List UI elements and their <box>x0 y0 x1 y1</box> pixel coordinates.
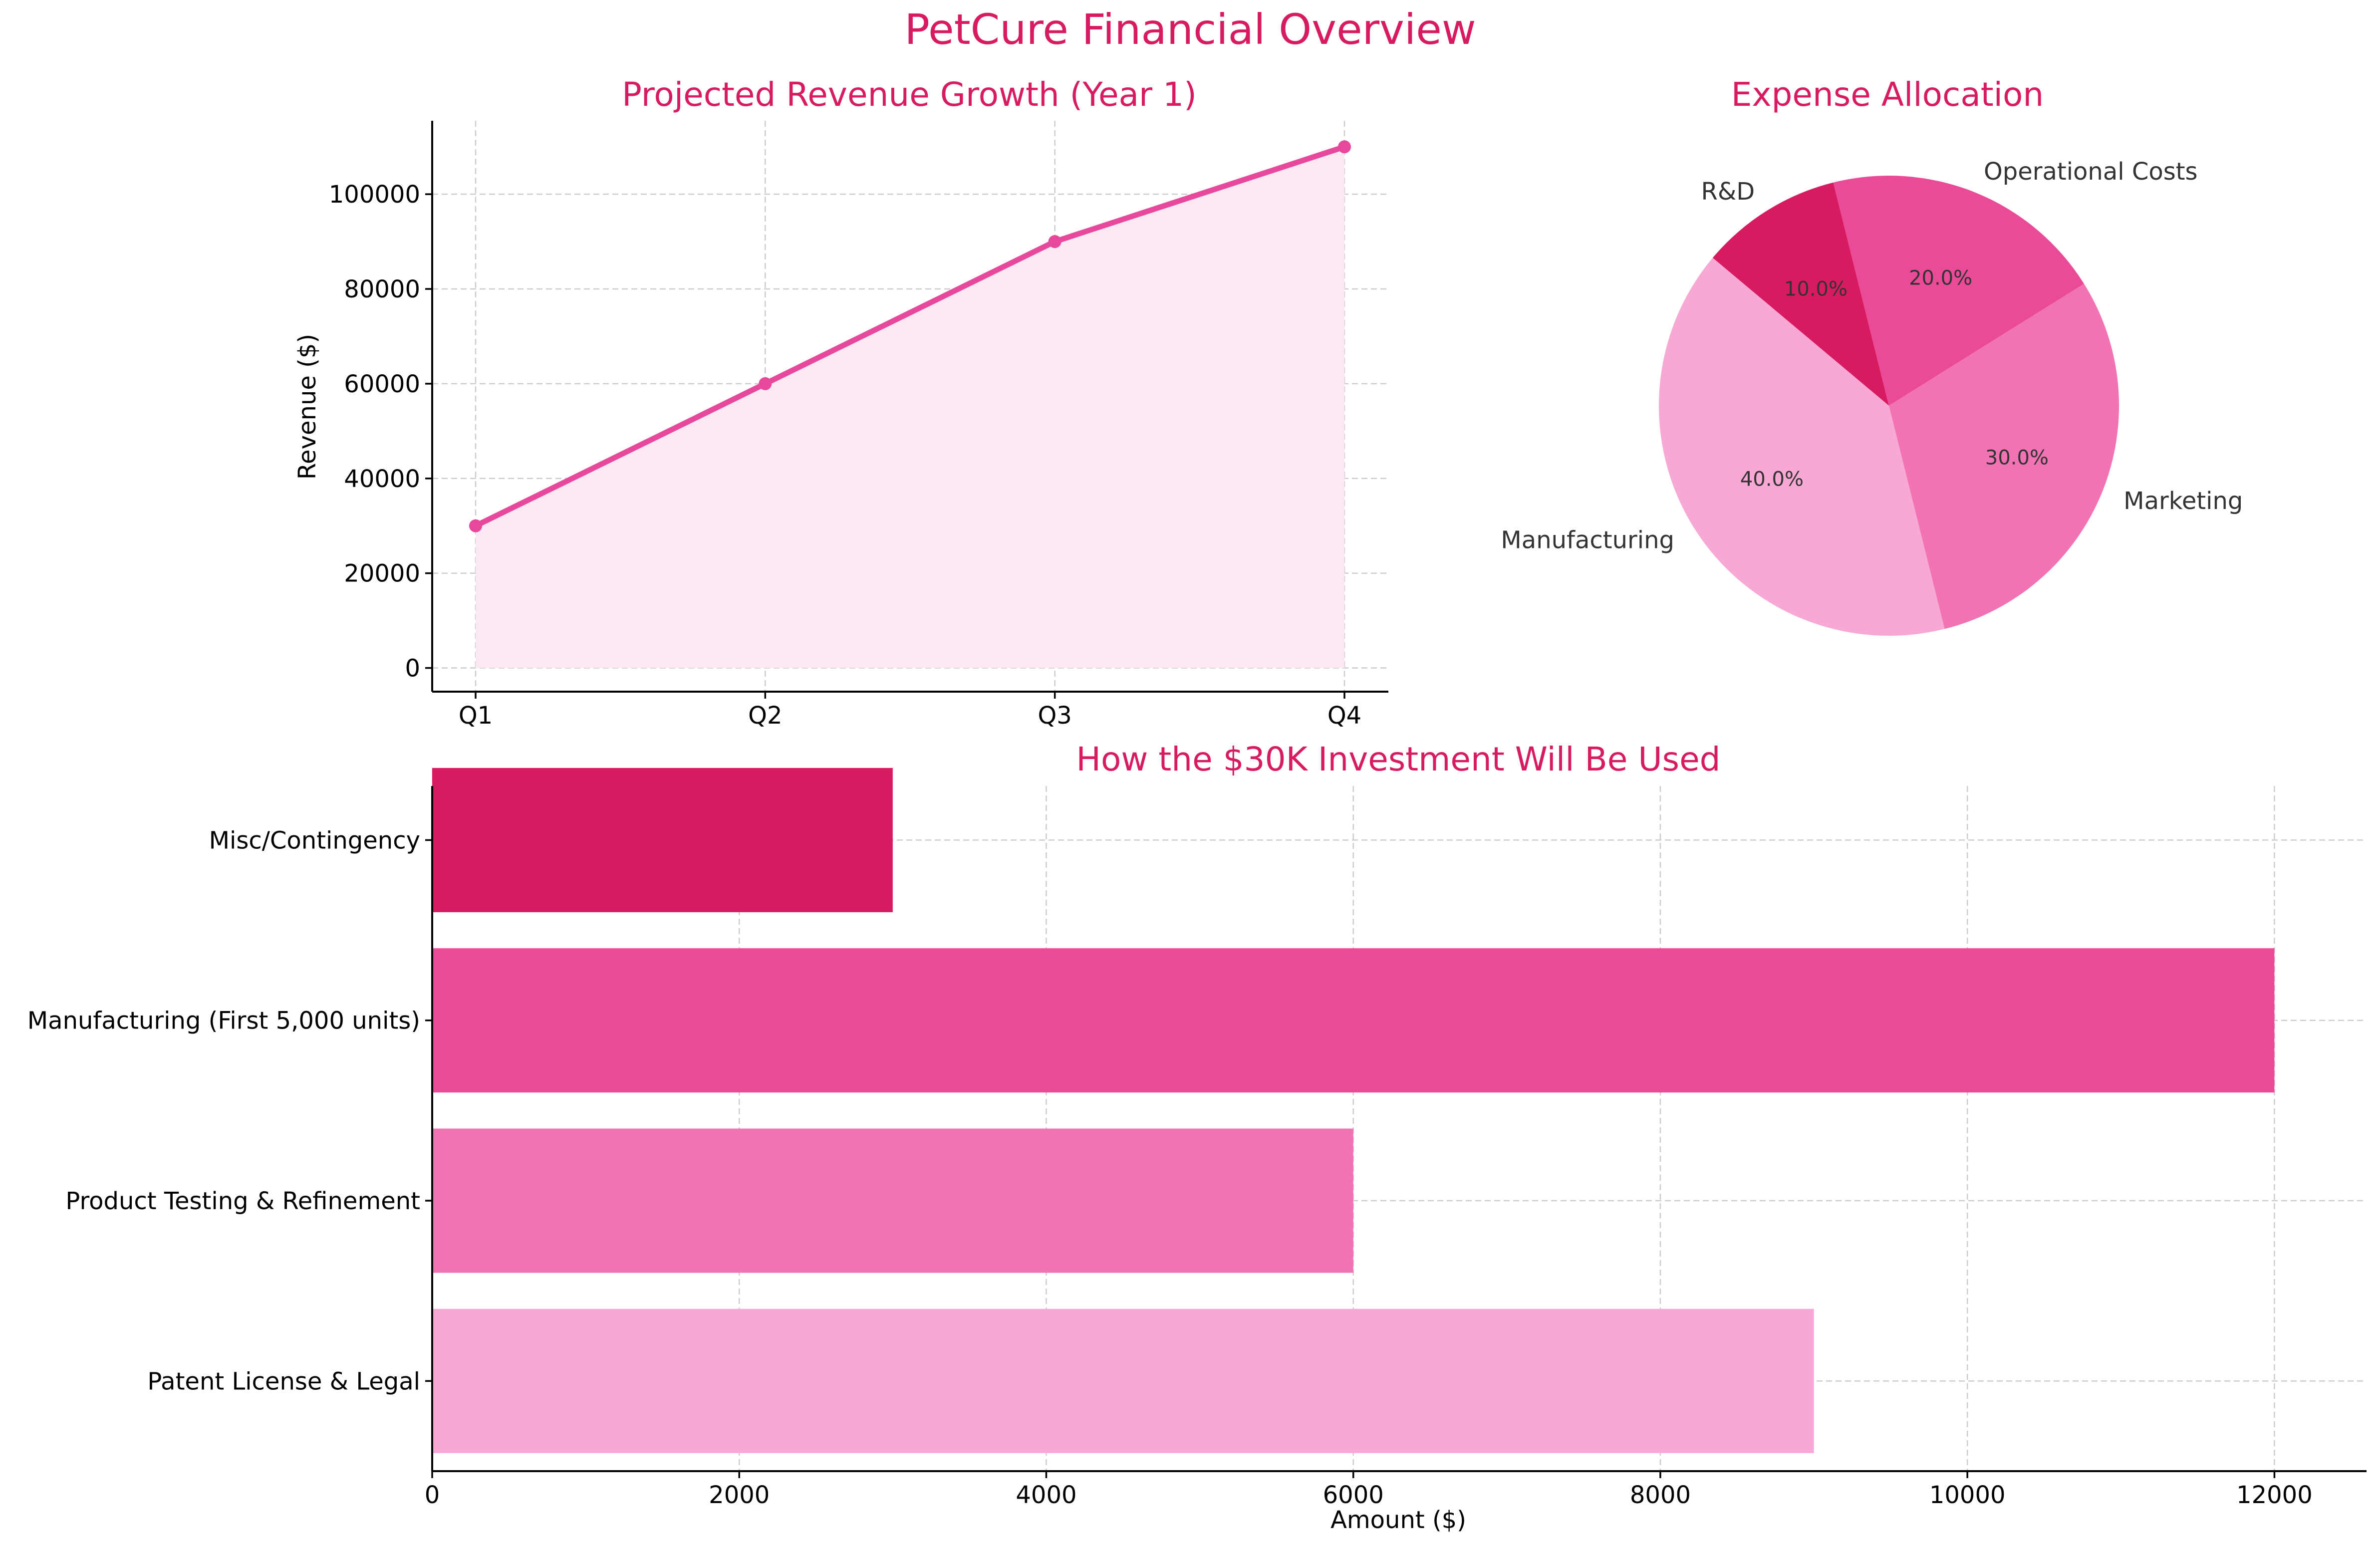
revenue-point <box>1338 140 1351 154</box>
revenue-line <box>473 144 1347 529</box>
bar-chart-category-label: Patent License & Legal <box>147 1367 420 1395</box>
bar-chart-xtick-label: 10000 <box>1929 1481 2006 1509</box>
pie-slice-label: Marketing <box>2123 487 2243 515</box>
investment-bar <box>432 1308 1814 1453</box>
pie-slice-percent: 30.0% <box>1985 447 2049 470</box>
pie-slice <box>1659 258 1945 636</box>
pie-slice <box>1833 176 2084 406</box>
bar-chart-xlabel: Amount ($) <box>1330 1506 1466 1534</box>
line-chart-title: Projected Revenue Growth (Year 1) <box>622 75 1197 114</box>
line-chart-xtick-label: Q3 <box>1038 702 1072 730</box>
revenue-point <box>1048 235 1061 249</box>
line-chart-ytick-label: 0 <box>405 655 420 683</box>
line-chart-ytick-label: 100000 <box>329 181 420 209</box>
investment-bar <box>432 948 2275 1093</box>
line-chart-ytick-label: 60000 <box>344 370 420 398</box>
pie-slice <box>1889 283 2119 629</box>
bar-chart-xtick-label: 4000 <box>1016 1481 1076 1509</box>
line-chart-ytick-label: 40000 <box>344 465 420 493</box>
bar-chart-xtick-label: 2000 <box>709 1481 770 1509</box>
bar-chart-category-label: Product Testing & Refinement <box>65 1187 420 1215</box>
expense-pie-chart: Expense Allocation 10.0% R&D 20.0% Operatio… <box>1501 75 2243 636</box>
pie-slice-percent: 10.0% <box>1784 277 1848 300</box>
pie-slice-label: Manufacturing <box>1501 526 1674 554</box>
bar-chart-xtick-label: 6000 <box>1323 1481 1384 1509</box>
investment-bar <box>432 768 893 912</box>
bar-chart-category-label: Manufacturing (First 5,000 units) <box>27 1007 420 1035</box>
bar-chart-xtick-label: 8000 <box>1630 1481 1691 1509</box>
pie-slice-label: Operational Costs <box>1984 158 2198 186</box>
revenue-area-fill <box>476 147 1344 668</box>
pie-slice-percent: 40.0% <box>1740 468 1804 491</box>
pie-slice-label: R&D <box>1701 178 1755 206</box>
bar-chart-xtick-label: 0 <box>425 1481 440 1509</box>
line-chart-ytick-label: 20000 <box>344 560 420 588</box>
line-chart-xtick-label: Q4 <box>1327 702 1361 730</box>
revenue-line-chart: Projected Revenue Growth (Year 1) Revenu… <box>293 75 1388 730</box>
bar-chart-title: How the $30K Investment Will Be Used <box>1076 740 1720 778</box>
bar-chart-category-label: Misc/Contingency <box>209 826 420 854</box>
investment-bar-chart: How the $30K Investment Will Be Used Amo… <box>27 740 2367 1534</box>
pie-slice <box>1712 182 1889 406</box>
figure-title: PetCure Financial Overview <box>904 5 1476 54</box>
pie-slice-percent: 20.0% <box>1909 267 1972 290</box>
pie-chart-title: Expense Allocation <box>1731 75 2044 114</box>
line-chart-xtick-label: Q1 <box>459 702 493 730</box>
bar-chart-xtick-label: 12000 <box>2236 1481 2313 1509</box>
investment-bar <box>432 1128 1353 1273</box>
line-chart-xtick-label: Q2 <box>748 702 782 730</box>
revenue-point <box>759 377 772 390</box>
line-chart-ylabel: Revenue ($) <box>293 334 321 480</box>
revenue-point <box>469 519 482 532</box>
line-chart-ytick-label: 80000 <box>344 275 420 303</box>
